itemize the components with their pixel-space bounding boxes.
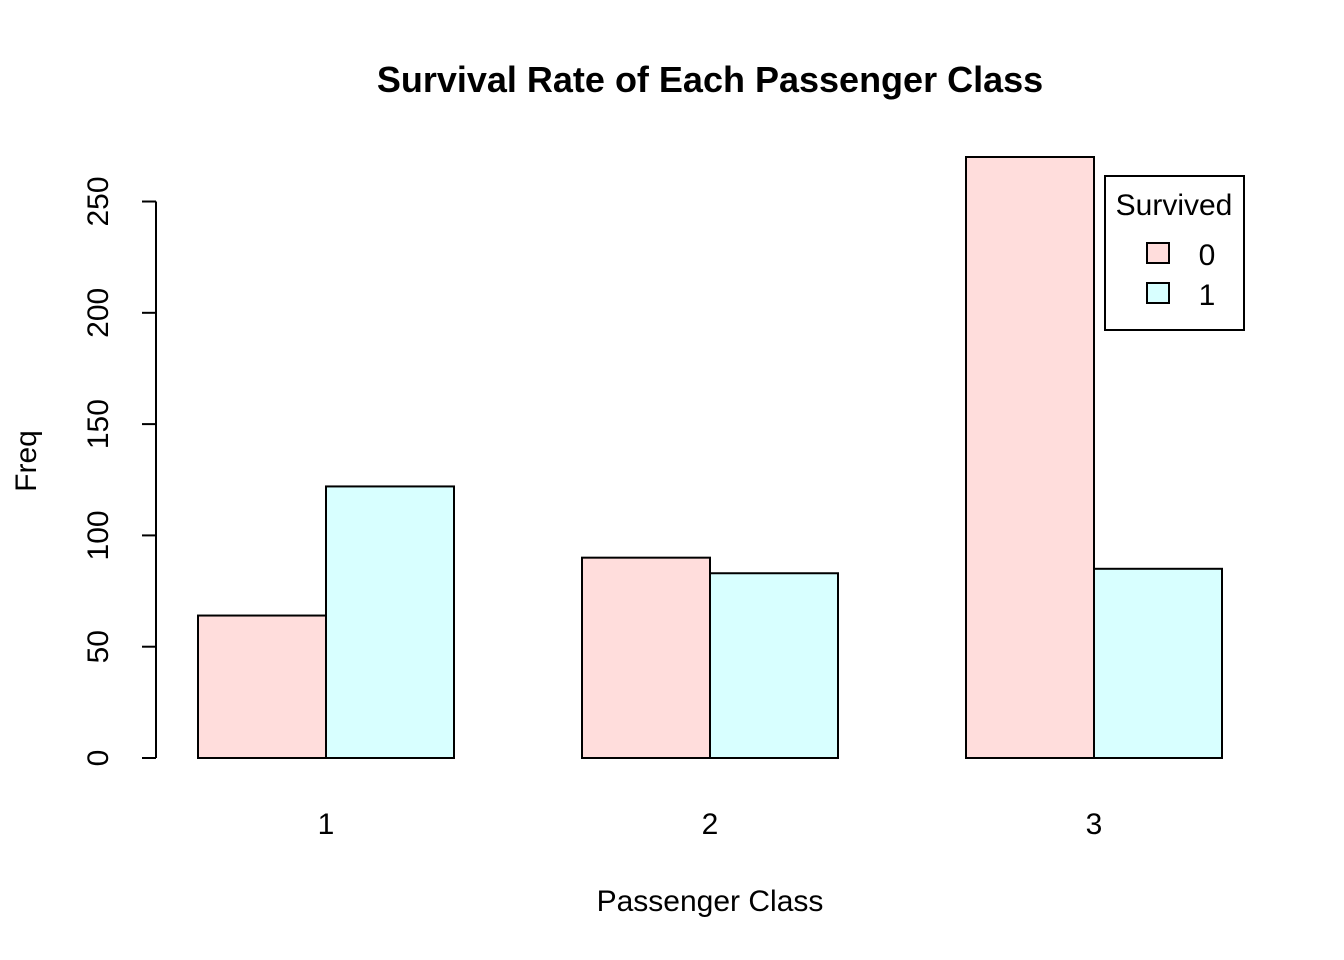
legend: Survived 01 xyxy=(1104,175,1245,331)
chart-title: Survival Rate of Each Passenger Class xyxy=(377,59,1043,100)
y-tick-label: 0 xyxy=(82,750,115,767)
bars xyxy=(197,156,1223,760)
legend-title: Survived xyxy=(1116,189,1233,222)
y-tick-label: 150 xyxy=(82,399,115,449)
legend-box xyxy=(1104,175,1245,331)
bar-class-1-survived-0 xyxy=(197,614,327,759)
y-tick-label: 100 xyxy=(82,510,115,560)
legend-swatch-1 xyxy=(1146,282,1170,304)
y-tick-label: 50 xyxy=(82,630,115,663)
x-axis-label: Passenger Class xyxy=(597,885,824,918)
bar-class-1-survived-1 xyxy=(325,485,455,759)
bar-class-3-survived-1 xyxy=(1093,567,1223,760)
y-axis-label: Freq xyxy=(10,430,43,492)
bar-class-2-survived-1 xyxy=(709,572,839,760)
legend-label-1: 1 xyxy=(1199,279,1216,312)
y-axis: 0 50 100 150 200 250 xyxy=(82,176,157,767)
x-tick-label: 3 xyxy=(1086,808,1103,841)
y-tick-label: 250 xyxy=(82,176,115,226)
legend-label-0: 0 xyxy=(1199,239,1216,272)
x-tick-labels: 1 2 3 xyxy=(318,808,1103,841)
legend-items: 01 xyxy=(1146,239,1216,312)
legend-swatch-0 xyxy=(1146,242,1170,264)
y-tick-label: 200 xyxy=(82,288,115,338)
x-tick-label: 2 xyxy=(702,808,719,841)
bar-class-2-survived-0 xyxy=(581,556,711,760)
x-tick-label: 1 xyxy=(318,808,335,841)
bar-class-3-survived-0 xyxy=(965,156,1095,759)
